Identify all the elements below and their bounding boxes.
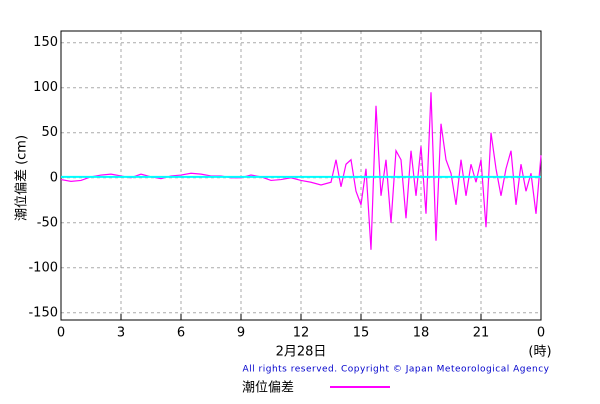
x-tick-label: 6: [177, 326, 185, 341]
data-line: [60, 92, 542, 250]
x-tick-label: 9: [237, 326, 245, 341]
y-tick-label: -100: [28, 260, 58, 275]
y-tick-label: 150: [33, 35, 58, 50]
x-tick-label: 3: [117, 326, 125, 341]
x-tick-label: 0: [537, 326, 545, 341]
x-tick-label: 15: [353, 326, 370, 341]
y-tick-label: 50: [41, 125, 58, 140]
x-axis-label: 2月28日: [276, 345, 327, 360]
x-tick-label: 12: [293, 326, 310, 341]
plot-frame: [60, 30, 542, 321]
legend-label: 潮位偏差: [242, 381, 294, 396]
copyright: All rights reserved. Copyright © Japan M…: [243, 365, 550, 375]
y-tick-label: 0: [50, 170, 58, 185]
y-tick-label: 100: [33, 80, 58, 95]
x-tick-label: 21: [473, 326, 490, 341]
x-tick-label: 0: [57, 326, 65, 341]
x-unit: (時): [528, 345, 551, 360]
x-tick-label: 18: [413, 326, 430, 341]
y-axis-label: 潮位偏差 (cm): [15, 135, 30, 221]
y-tick-label: -150: [28, 305, 58, 320]
y-tick-label: -50: [37, 215, 58, 230]
